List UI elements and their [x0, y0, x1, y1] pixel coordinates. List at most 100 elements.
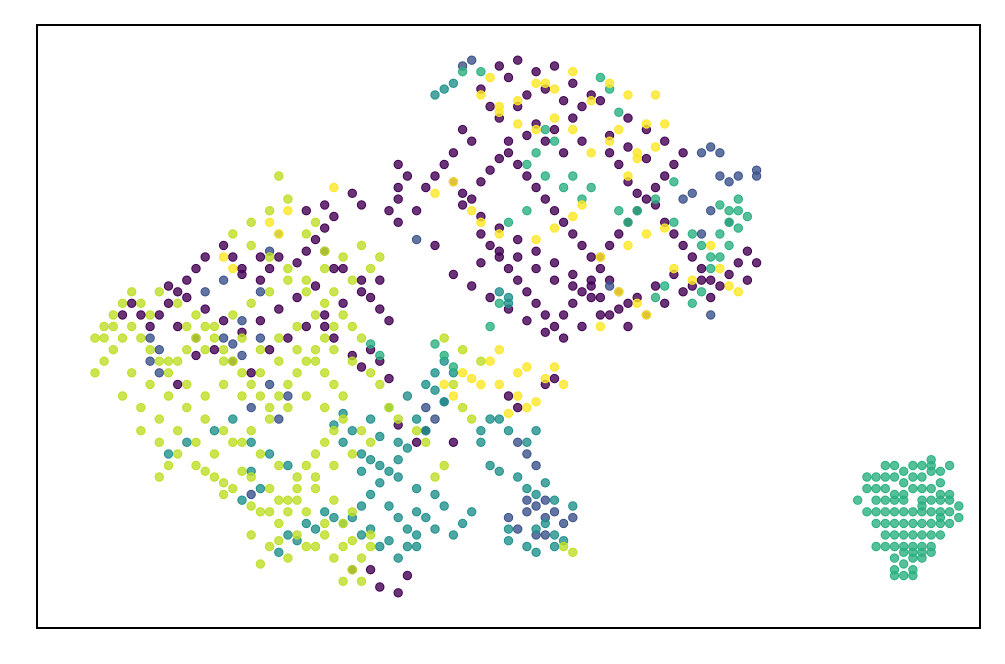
scatter-point-purple-32 — [568, 229, 578, 239]
scatter-point-blue-9 — [706, 206, 716, 216]
scatter-point-lime-69 — [356, 426, 367, 436]
scatter-point-yellow-21 — [660, 119, 670, 129]
scatter-point-teal-51 — [310, 524, 321, 534]
scatter-point-lime-26 — [329, 321, 339, 332]
scatter-point-lime-6 — [145, 345, 155, 355]
scatter-point-purple-127 — [522, 130, 532, 141]
scatter-point-blue-50 — [145, 333, 155, 343]
scatter-point-lime-97 — [347, 565, 357, 575]
scatter-point-lime-30 — [283, 275, 293, 285]
scatter-point-purple-88 — [751, 258, 762, 268]
scatter-point-lime-71 — [320, 402, 330, 413]
scatter-point-lime-85 — [173, 449, 183, 459]
scatter-point-lime-8 — [163, 368, 174, 378]
scatter-point-lime-81 — [136, 402, 146, 413]
scatter-point-purple-24 — [494, 153, 504, 164]
scatter-point-green-45 — [944, 495, 955, 505]
scatter-point-purple-105 — [476, 258, 486, 268]
scatter-point-purple-67 — [650, 182, 661, 193]
scatter-point-lime-117 — [200, 391, 210, 401]
scatter-point-green-16 — [908, 483, 918, 494]
scatter-point-purple-129 — [604, 148, 615, 158]
scatter-point-yellow-53 — [264, 217, 275, 228]
scatter-point-green-106 — [696, 240, 707, 251]
scatter-point-lime-51 — [274, 460, 284, 471]
scatter-point-teal-64 — [503, 426, 514, 436]
scatter-point-green-24 — [871, 472, 881, 482]
scatter-point-teal-66 — [531, 426, 541, 436]
scatter-point-green-72 — [954, 501, 964, 511]
scatter-point-teal-94 — [494, 287, 504, 297]
scatter-point-green-26 — [899, 478, 909, 488]
scatter-point-blue-42 — [430, 414, 440, 424]
scatter-point-purple-1 — [503, 72, 514, 83]
scatter-point-green-34 — [899, 570, 909, 581]
scatter-point-green-75 — [917, 460, 927, 471]
scatter-point-purple-33 — [577, 240, 587, 251]
scatter-point-purple-161 — [173, 321, 183, 332]
scatter-point-lime-44 — [145, 379, 155, 390]
scatter-point-yellow-45 — [522, 402, 532, 413]
scatter-point-teal-63 — [494, 414, 504, 424]
scatter-point-purple-175 — [292, 292, 302, 303]
scatter-point-green-77 — [889, 489, 900, 500]
scatter-point-purple-97 — [577, 321, 587, 332]
scatter-point-blue-7 — [751, 165, 762, 175]
scatter-point-lime-126 — [218, 356, 229, 366]
scatter-point-blue-52 — [145, 356, 155, 366]
scatter-point-lime-79 — [173, 426, 183, 436]
scatter-point-purple-26 — [513, 159, 523, 170]
scatter-point-teal-25 — [347, 426, 357, 436]
scatter-point-purple-43 — [531, 246, 541, 256]
scatter-point-blue-33 — [568, 512, 578, 523]
scatter-point-purple-116 — [678, 287, 688, 297]
scatter-point-teal-10 — [375, 478, 385, 488]
scatter-point-yellow-57 — [228, 263, 238, 274]
scatter-point-purple-184 — [173, 379, 183, 390]
scatter-point-lime-143 — [228, 229, 238, 239]
scatter-point-green-116 — [660, 281, 670, 291]
scatter-point-teal-28 — [402, 391, 413, 401]
scatter-point-lime-48 — [218, 426, 229, 436]
scatter-point-green-20 — [908, 530, 918, 540]
scatter-point-purple-25 — [503, 148, 514, 158]
scatter-point-teal-67 — [513, 472, 523, 482]
scatter-point-purple-109 — [549, 275, 560, 285]
scatter-point-yellow-68 — [632, 148, 642, 158]
scatter-point-green-68 — [899, 489, 909, 500]
scatter-point-purple-120 — [531, 67, 541, 77]
scatter-point-teal-76 — [549, 530, 560, 540]
scatter-point-teal-49 — [274, 547, 284, 557]
scatter-point-purple-119 — [513, 55, 523, 65]
scatter-point-teal-24 — [338, 437, 348, 447]
scatter-point-purple-135 — [384, 206, 394, 216]
scatter-point-green-74 — [862, 483, 872, 494]
scatter-point-lime-174 — [218, 489, 229, 500]
scatter-point-purple-107 — [513, 252, 523, 262]
scatter-point-teal-2 — [448, 78, 459, 89]
scatter-point-lime-167 — [457, 345, 468, 355]
scatter-point-yellow-71 — [623, 90, 633, 100]
scatter-point-green-4 — [926, 483, 936, 494]
scatter-point-lime-125 — [200, 345, 210, 355]
scatter-point-lime-118 — [182, 379, 192, 390]
scatter-point-teal-1 — [439, 84, 449, 94]
scatter-point-teal-54 — [255, 483, 266, 494]
scatter-point-purple-157 — [145, 321, 155, 332]
scatter-point-lime-58 — [301, 541, 311, 552]
scatter-point-green-44 — [935, 530, 946, 540]
scatter-point-lime-156 — [375, 379, 385, 390]
scatter-point-lime-153 — [329, 345, 339, 355]
scatter-point-yellow-15 — [494, 107, 504, 118]
scatter-point-purple-177 — [255, 316, 266, 326]
scatter-point-teal-19 — [430, 489, 440, 500]
scatter-point-yellow-26 — [494, 229, 504, 239]
scatter-point-yellow-20 — [650, 142, 661, 152]
scatter-point-yellow-5 — [568, 67, 578, 77]
scatter-point-lime-114 — [255, 345, 266, 355]
scatter-point-green-100 — [614, 206, 624, 216]
scatter-point-purple-151 — [200, 252, 210, 262]
scatter-point-purple-11 — [577, 101, 587, 112]
scatter-point-blue-51 — [154, 345, 165, 355]
scatter-point-green-65 — [944, 460, 955, 471]
